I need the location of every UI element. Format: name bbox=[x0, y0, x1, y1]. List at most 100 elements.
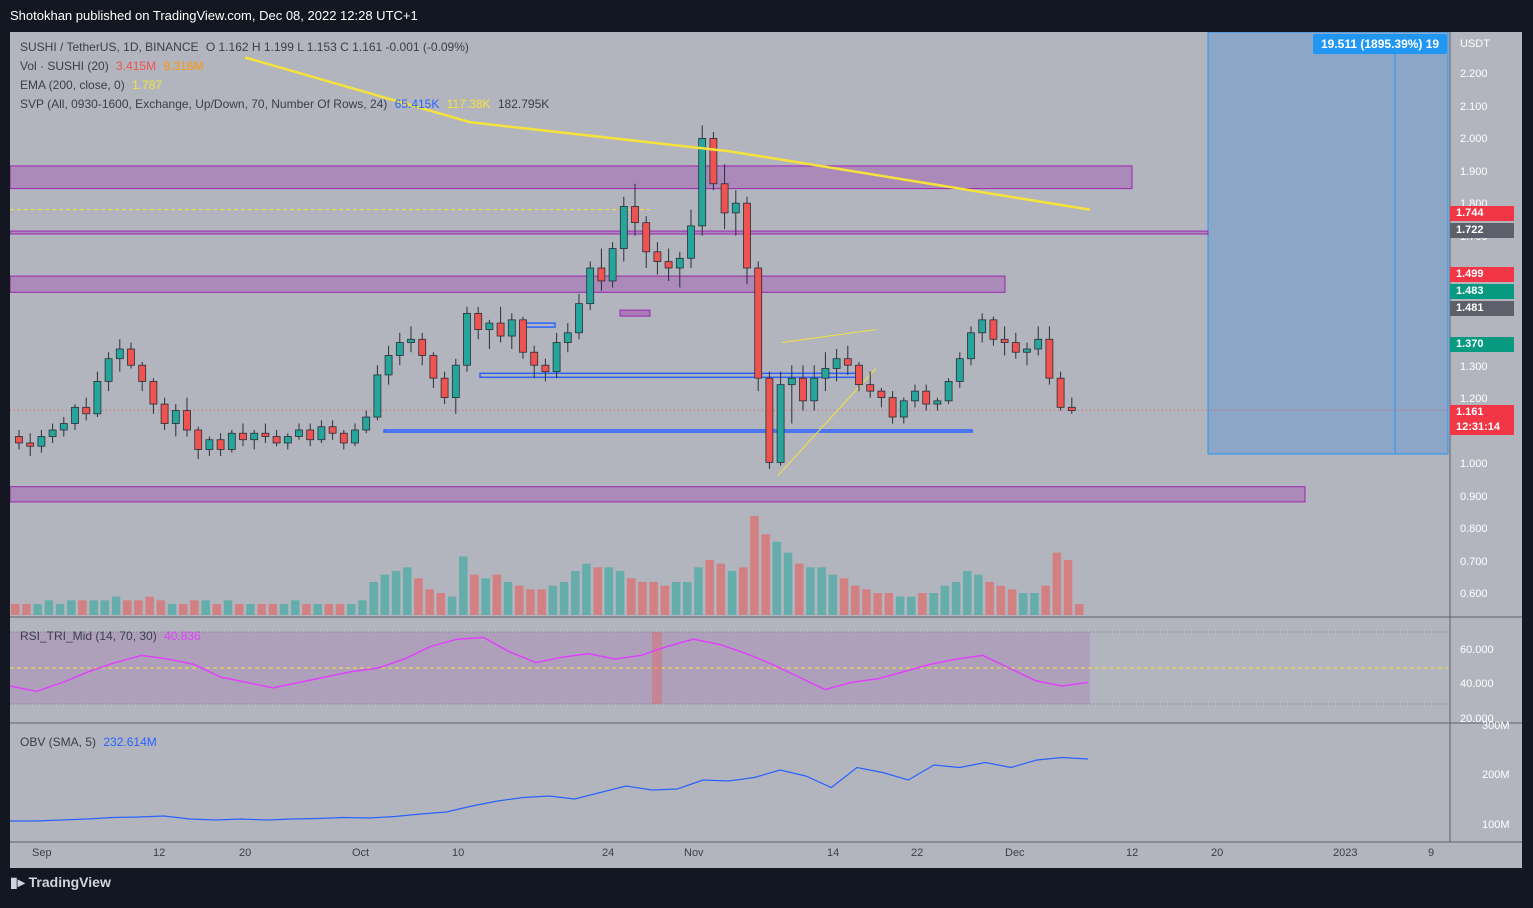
candle-body bbox=[765, 377, 774, 463]
candle-body bbox=[743, 202, 751, 269]
volume-bar bbox=[929, 593, 938, 615]
candle-body bbox=[955, 358, 964, 382]
volume-bar bbox=[671, 582, 681, 615]
date-tick: 14 bbox=[827, 847, 840, 859]
candle-body bbox=[1067, 406, 1076, 411]
candle-body bbox=[26, 442, 35, 447]
candle-body bbox=[855, 364, 863, 386]
candle-body bbox=[339, 432, 348, 444]
legend-svp-label[interactable]: SVP (All, 0930-1600, Exchange, Up/Down, … bbox=[20, 97, 388, 111]
candle-body bbox=[530, 351, 539, 366]
volume-bar bbox=[347, 604, 356, 615]
legend-rsi-label[interactable]: RSI_TRI_Mid (14, 70, 30) bbox=[20, 629, 157, 643]
candle-body bbox=[552, 342, 561, 373]
legend-svp-total: 182.795K bbox=[497, 97, 550, 111]
candle-body bbox=[843, 358, 852, 366]
candle-body bbox=[205, 439, 214, 450]
candle-body bbox=[586, 267, 595, 305]
candle-body bbox=[978, 319, 987, 334]
volume-bar bbox=[537, 589, 546, 615]
price-tag: 1.161 bbox=[1450, 405, 1514, 420]
candle-body bbox=[407, 338, 415, 343]
tradingview-logo[interactable]: ▮▸ TradingView bbox=[10, 874, 111, 891]
candle-body bbox=[1011, 342, 1020, 353]
price-axis-currency: USDT bbox=[1460, 38, 1490, 50]
date-tick: Nov bbox=[684, 847, 704, 859]
legend-obv-row: OBV (SMA, 5) 232.614M bbox=[20, 735, 161, 749]
volume-bar bbox=[839, 578, 849, 615]
volume-bar bbox=[1030, 593, 1039, 615]
volume-bar bbox=[795, 563, 804, 615]
volume-bar bbox=[627, 578, 636, 615]
pattern-line bbox=[777, 368, 877, 476]
volume-bar bbox=[447, 596, 457, 615]
candle-body bbox=[82, 406, 91, 415]
volume-bar bbox=[235, 604, 244, 615]
date-tick: 24 bbox=[602, 847, 615, 859]
volume-bar bbox=[492, 574, 502, 615]
candle-body bbox=[71, 406, 79, 424]
volume-bar bbox=[571, 571, 580, 615]
legend-vol-label[interactable]: Vol · SUSHI (20) bbox=[20, 59, 109, 73]
candle-body bbox=[664, 261, 673, 269]
volume-bar bbox=[727, 571, 737, 615]
date-tick: 22 bbox=[911, 847, 924, 859]
candle-body bbox=[967, 332, 975, 360]
price-axis-label: 2.100 bbox=[1460, 101, 1488, 113]
volume-bar bbox=[436, 593, 446, 615]
legend-symbol[interactable]: SUSHI / TetherUS, 1D, BINANCE bbox=[20, 40, 199, 54]
measure-label[interactable]: 19.511 (1895.39%) 19 bbox=[1313, 34, 1448, 54]
candle-body bbox=[1000, 338, 1009, 343]
volume-bar bbox=[660, 585, 670, 615]
volume-bar bbox=[716, 563, 726, 615]
candle-body bbox=[877, 390, 886, 398]
publisher-line: Shotokhan published on TradingView.com, … bbox=[10, 8, 418, 23]
volume-bar bbox=[179, 604, 188, 615]
volume-bar bbox=[44, 600, 54, 615]
volume-bar bbox=[268, 604, 278, 615]
candle-body bbox=[810, 377, 819, 402]
candle-body bbox=[675, 257, 684, 269]
candle-body bbox=[787, 377, 796, 386]
candle-body bbox=[37, 436, 46, 447]
price-tag: 1.744 bbox=[1450, 206, 1514, 221]
blue-level bbox=[522, 322, 556, 328]
volume-bar bbox=[694, 567, 703, 615]
candle-body bbox=[474, 312, 483, 330]
candle-body bbox=[149, 380, 158, 405]
pattern-line bbox=[781, 329, 877, 344]
candle-body bbox=[720, 183, 729, 214]
price-axis-label: 2.000 bbox=[1460, 133, 1488, 145]
candle-body bbox=[541, 364, 550, 373]
candle-body bbox=[216, 439, 225, 450]
volume-bar bbox=[1075, 604, 1084, 615]
candle-body bbox=[642, 222, 651, 253]
candle-body bbox=[295, 429, 303, 437]
measure-box bbox=[1207, 32, 1449, 455]
legend-ema-label[interactable]: EMA (200, close, 0) bbox=[20, 78, 125, 92]
chart-frame[interactable]: SUSHI / TetherUS, 1D, BINANCE O 1.162 H … bbox=[10, 32, 1522, 868]
rsi-overbought-mark bbox=[652, 632, 662, 704]
legend-vol-value: 3.415M bbox=[116, 59, 157, 73]
date-tick: 9 bbox=[1428, 847, 1435, 859]
candle-body bbox=[754, 267, 763, 379]
volume-bar bbox=[134, 600, 143, 615]
candle-body bbox=[194, 429, 203, 450]
volume-bar bbox=[806, 567, 815, 615]
candle-body bbox=[362, 416, 371, 431]
rsi-axis-label: 60.000 bbox=[1460, 644, 1494, 656]
candle-body bbox=[384, 355, 393, 376]
volume-bar bbox=[638, 582, 647, 615]
volume-bar bbox=[67, 600, 76, 615]
volume-bar bbox=[246, 604, 255, 615]
chart-svg[interactable] bbox=[10, 32, 1522, 868]
volume-bar bbox=[212, 604, 222, 615]
price-axis-label: 2.200 bbox=[1460, 68, 1488, 80]
volume-bar bbox=[223, 600, 233, 615]
candle-body bbox=[575, 303, 583, 334]
candle-body bbox=[944, 380, 953, 402]
legend-obv-label[interactable]: OBV (SMA, 5) bbox=[20, 735, 97, 749]
volume-bar bbox=[470, 574, 479, 615]
volume-bar bbox=[515, 585, 524, 615]
candle-body bbox=[283, 436, 292, 444]
